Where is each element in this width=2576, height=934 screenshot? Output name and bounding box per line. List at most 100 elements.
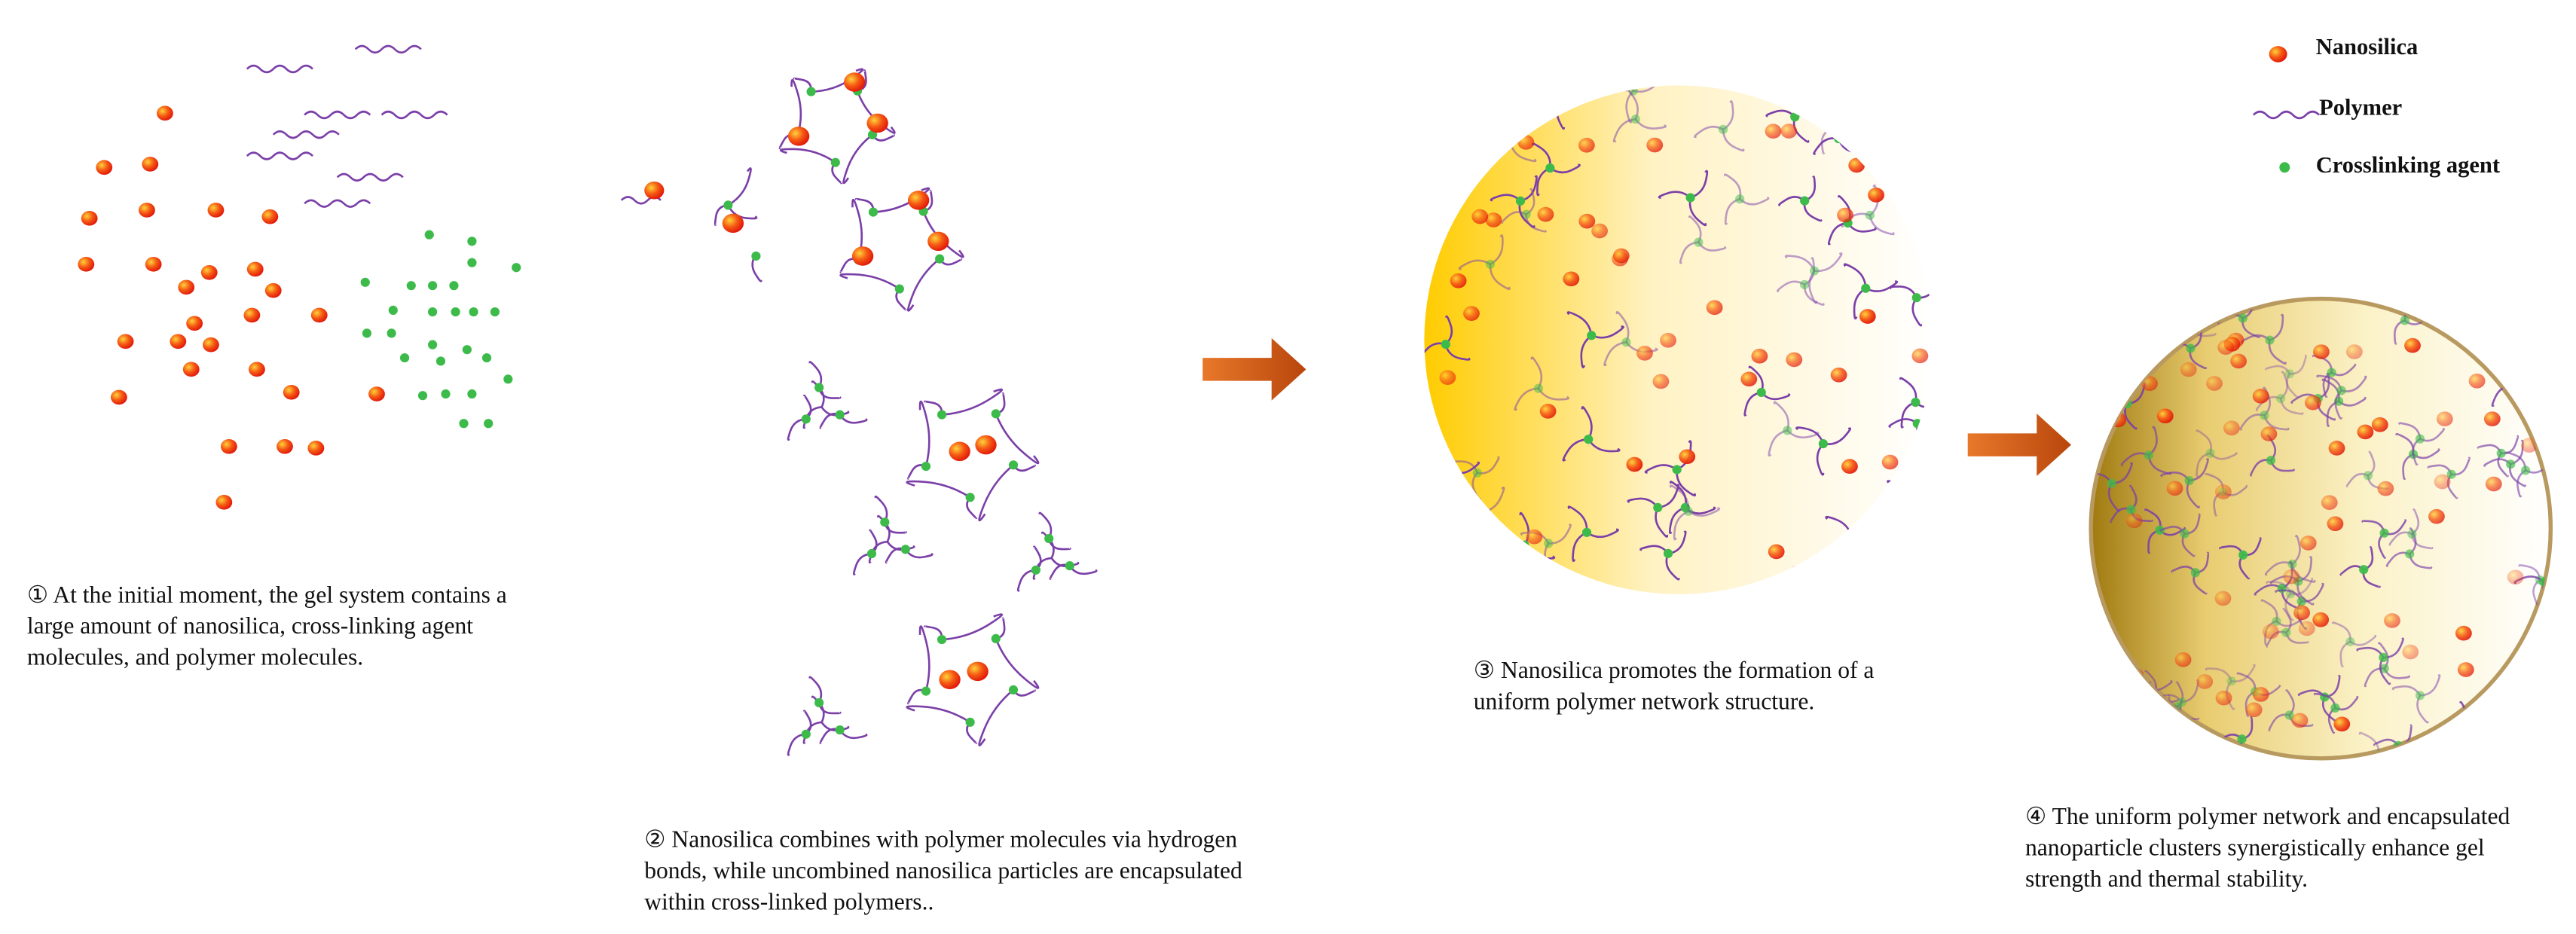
polymer [2297, 689, 2326, 698]
crosslinker [449, 281, 459, 291]
nanosilica [2404, 337, 2421, 353]
crosslinker [2153, 713, 2164, 723]
crosslinker [868, 207, 879, 217]
nanosilica [2313, 344, 2330, 359]
polymer [839, 414, 868, 424]
polymer [1784, 255, 1816, 272]
nanosilica [178, 279, 195, 295]
nanosilica [1485, 212, 1502, 227]
polymer [2110, 507, 2131, 523]
crosslinker [1783, 426, 1792, 435]
polymer [1473, 530, 1492, 555]
nanosilica [844, 72, 866, 92]
crosslinker [801, 414, 811, 424]
polymer [2497, 453, 2509, 478]
polymer [2284, 593, 2294, 621]
polymer [1668, 506, 1686, 535]
crosslinker [1008, 460, 1019, 470]
polymer [869, 529, 878, 554]
crosslinker [2226, 676, 2236, 686]
polymer [1454, 590, 1489, 594]
polymer [1509, 142, 1537, 163]
polymer [2466, 720, 2482, 743]
nanosilica [2455, 625, 2472, 641]
polymer [1536, 166, 1551, 197]
crosslinker [2379, 652, 2388, 662]
nanosilica [722, 213, 744, 233]
polymer [2391, 685, 2422, 697]
polymer [2280, 371, 2288, 400]
nanosilica [2125, 513, 2143, 529]
polymer [2379, 657, 2391, 685]
crosslinker [1630, 114, 1640, 124]
polymer [1748, 365, 1764, 393]
crosslinker [2359, 565, 2369, 575]
polymer [2552, 737, 2576, 746]
crosslinker [1834, 134, 1844, 144]
polymer [802, 394, 812, 420]
polymer [1842, 536, 1853, 571]
nanosilica [2299, 536, 2317, 551]
polymer [1887, 480, 1911, 502]
crosslinker [2177, 697, 2187, 707]
crosslinker [459, 419, 469, 429]
polymer [2361, 520, 2385, 534]
polymer [1823, 427, 1852, 446]
crosslinker [2116, 683, 2126, 693]
nanosilica [1578, 213, 1596, 229]
crosslinker [2287, 559, 2297, 569]
nanosilica [1526, 529, 1543, 545]
nanosilica [2402, 644, 2419, 660]
nanosilica [246, 261, 264, 277]
polymer [2504, 356, 2517, 386]
polymer [1899, 377, 1917, 403]
nanosilica [2217, 340, 2235, 356]
nanosilica [264, 282, 282, 298]
nanosilica [2116, 353, 2133, 369]
polymer [1644, 464, 1678, 474]
polymer [851, 199, 863, 261]
polymer [304, 110, 371, 120]
nanosilica [1539, 404, 1557, 419]
nanosilica [2524, 679, 2541, 694]
nanosilica [110, 389, 127, 405]
crosslinker [362, 328, 372, 338]
crosslinker [2549, 372, 2551, 382]
polymer [1429, 97, 1452, 123]
polymer [2289, 354, 2307, 375]
crosslinker [2327, 368, 2336, 377]
polymer [1816, 443, 1825, 476]
polymer [995, 617, 1006, 640]
polymer [1918, 121, 1933, 130]
polymer [2101, 664, 2123, 688]
polymer [1477, 456, 1500, 475]
caption: nanoparticle clusters synergistically en… [2025, 834, 2485, 860]
legend-label: Nanosilica [2316, 34, 2419, 60]
nanosilica [215, 495, 233, 510]
crosslinker [2415, 691, 2425, 700]
crosslinker [1718, 124, 1728, 134]
caption: uniform polymer network structure. [1474, 688, 1815, 714]
polymer [1489, 551, 1518, 560]
polymer [2107, 483, 2120, 512]
crosslinker [1545, 163, 1555, 173]
polymer [2266, 581, 2292, 594]
polymer [1904, 114, 1932, 126]
polymer [2263, 415, 2290, 431]
crosslinker [1800, 196, 1810, 206]
polymer [2362, 569, 2381, 588]
polymer [2239, 414, 2265, 431]
polymer [808, 361, 823, 389]
polymer [1525, 214, 1547, 233]
nanosilica [1740, 371, 1758, 387]
nanosilica [203, 337, 219, 353]
crosslinker [2205, 448, 2215, 458]
crosslinker [2266, 456, 2276, 465]
polymer [1458, 259, 1491, 270]
crosslinker [2336, 386, 2346, 395]
polymer [1916, 279, 1933, 299]
crosslinker [1685, 193, 1695, 203]
nanosilica [220, 438, 237, 454]
polymer [1536, 86, 1563, 101]
polymer [941, 388, 1003, 416]
